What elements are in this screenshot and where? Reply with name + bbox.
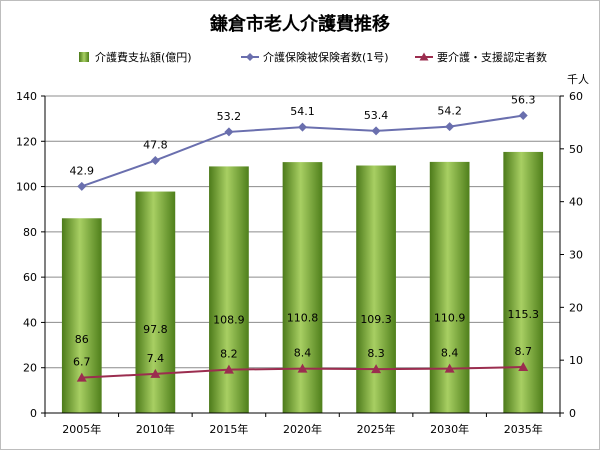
x-axis-tick-label: 2020年 xyxy=(283,422,322,436)
legend-diamond-marker xyxy=(246,53,254,61)
triangle-point xyxy=(297,363,308,373)
diamond-point xyxy=(77,181,87,191)
diamond-point xyxy=(518,111,528,121)
line-data-label: 54.1 xyxy=(290,105,315,118)
legend-label: 介護保険被保険者数(1号) xyxy=(263,50,389,64)
triangle-point xyxy=(76,372,87,382)
x-axis-tick-label: 2005年 xyxy=(62,422,101,436)
x-axis-tick-label: 2030年 xyxy=(430,422,469,436)
bar xyxy=(282,162,323,413)
line-data-label: 53.4 xyxy=(364,109,389,122)
line-labels-layer: 42.9 47.8 53.2 54.1 53.4 54.2 56.3 6.7 7.4 8.2 8.4… xyxy=(70,94,536,369)
bar-data-label: 110.8 xyxy=(287,312,319,325)
x-axis-tick-label: 2010年 xyxy=(136,422,175,436)
diamond-point xyxy=(298,122,307,132)
bar xyxy=(429,161,470,413)
line-data-label: 7.4 xyxy=(147,352,165,365)
bar xyxy=(135,191,176,413)
line-data-label: 8.4 xyxy=(441,347,459,360)
markers-layer xyxy=(76,111,529,382)
legend-triangle-marker xyxy=(419,52,429,61)
right-axis-tick-label: 50 xyxy=(569,143,583,156)
x-axis-tick-label: 2015年 xyxy=(209,422,248,436)
line-data-label: 8.4 xyxy=(294,347,312,360)
triangle-point xyxy=(223,364,234,374)
bar xyxy=(209,166,249,413)
left-axis-tick-label: 60 xyxy=(23,271,37,284)
right-axis-tick-label: 60 xyxy=(569,90,583,103)
bar xyxy=(503,151,544,413)
diamond-point xyxy=(445,122,455,132)
bar xyxy=(61,218,102,413)
x-axis-tick-label: 2025年 xyxy=(357,422,396,436)
diamond-point xyxy=(150,155,160,165)
legend-swatch-bar xyxy=(79,52,89,62)
left-axis-tick-label: 0 xyxy=(30,407,37,420)
line-data-label: 47.8 xyxy=(143,138,168,151)
line-data-label: 54.2 xyxy=(437,105,462,118)
left-axis-tick-label: 140 xyxy=(16,90,37,103)
x-axis-tick-label: 2035年 xyxy=(504,422,543,436)
ticks-layer: 0 20 40 60 80 100 120 140 0 10 20 30 40 50 60 2005年 2010… xyxy=(16,90,583,436)
line-data-label: 8.3 xyxy=(367,347,385,360)
line-data-label: 42.9 xyxy=(70,164,95,177)
line-data-label: 8.2 xyxy=(220,348,238,361)
left-axis-tick-label: 80 xyxy=(23,226,37,239)
line-data-label: 53.2 xyxy=(217,110,242,123)
bar-data-label: 110.9 xyxy=(434,312,466,325)
line-data-label: 6.7 xyxy=(73,356,91,369)
axes-layer xyxy=(41,95,564,417)
triangle-point xyxy=(371,364,382,374)
chart-title: 鎌倉市老人介護費推移 xyxy=(209,13,390,35)
legend-label: 要介護・支援認定者数 xyxy=(437,50,547,64)
right-axis-tick-label: 20 xyxy=(569,301,583,314)
bar-data-label: 109.3 xyxy=(360,313,392,326)
left-axis-tick-label: 40 xyxy=(23,316,37,329)
bars-layer xyxy=(61,151,544,413)
legend: 介護費支払額(億円) 介護保険被保険者数(1号) 要介護・支援認定者数 xyxy=(79,50,547,64)
right-axis-tick-label: 40 xyxy=(569,196,583,209)
right-axis-tick-label: 0 xyxy=(569,407,576,420)
right-axis-tick-label: 30 xyxy=(569,249,583,262)
bar xyxy=(356,165,396,413)
bar-data-label: 108.9 xyxy=(213,313,245,326)
bar-data-label: 115.3 xyxy=(507,308,539,321)
left-axis-tick-label: 20 xyxy=(23,362,37,375)
bar-data-label: 97.8 xyxy=(143,323,168,336)
left-axis-tick-label: 100 xyxy=(16,181,37,194)
right-axis-unit: 千人 xyxy=(567,73,589,86)
diamond-point xyxy=(371,126,381,136)
line-data-label: 8.7 xyxy=(514,345,532,358)
right-axis-tick-label: 10 xyxy=(569,354,583,367)
triangle-point xyxy=(150,368,161,378)
diamond-point xyxy=(224,127,234,137)
triangle-point xyxy=(444,363,455,373)
left-axis-tick-label: 120 xyxy=(16,135,37,148)
line-data-label: 56.3 xyxy=(511,94,536,107)
triangle-point xyxy=(518,362,529,372)
bar-data-label: 86 xyxy=(75,333,89,346)
legend-label: 介護費支払額(億円) xyxy=(95,50,192,64)
bar-labels-layer: 86 97.8 108.9 110.8 109.3 110.9 115.3 xyxy=(75,308,539,346)
